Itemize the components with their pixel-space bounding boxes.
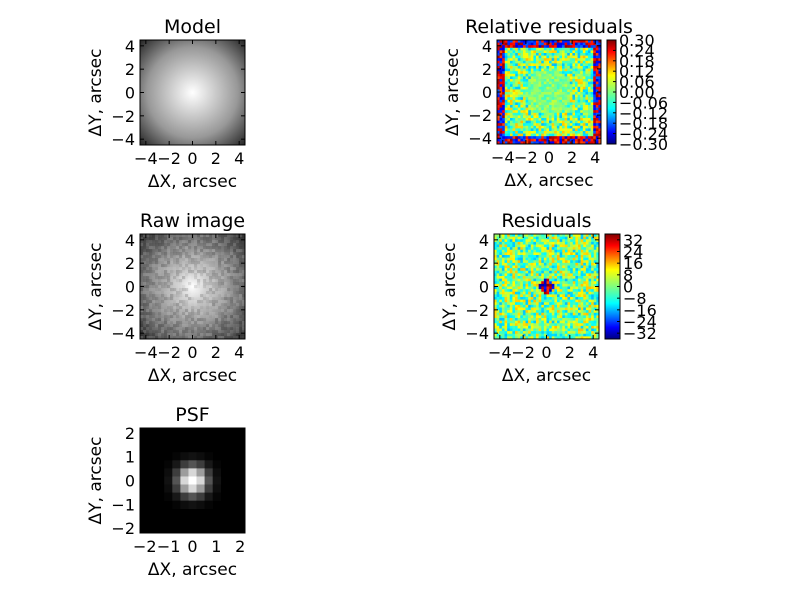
x-tick-label: 0 [187,537,197,556]
y-tick-label: −4 [111,324,135,343]
colorbar-tick-label: 16 [623,254,643,273]
y-axis-label: ΔY, arcsec [86,243,106,331]
x-tick-label: 2 [235,537,245,556]
noise [140,234,246,340]
x-tick-label: 2 [567,148,577,167]
y-tick-label: −2 [111,519,135,538]
y-tick-label: 4 [482,37,492,56]
colorbar-tick-label: −32 [623,324,657,343]
panel-title: PSF [175,404,209,426]
image [140,40,245,145]
x-tick-label: −1 [157,537,181,556]
y-tick-label: 0 [125,84,135,103]
colorbar-tick-label: 0.24 [619,41,655,60]
colorbar-tick-label: −8 [623,289,647,308]
x-tick-label: 0 [187,149,197,168]
colorbar: 0.300.240.180.120.060.00−0.06−0.12−0.18−… [606,31,668,154]
y-tick-label: −1 [111,495,135,514]
colorbar-tick-label: 24 [623,243,643,262]
colorbar-tick-label: −24 [623,313,657,332]
x-axis-label: ΔX, arcsec [504,171,593,191]
x-tick-label: 0 [187,343,197,362]
y-tick-label: 1 [125,448,135,467]
psf-image [140,428,245,533]
colorbar-tick-label: −16 [623,301,657,320]
colorbar-tick-label: −0.30 [619,135,668,154]
y-tick-label: 0 [479,278,489,297]
colorbar-tick-label: −0.12 [619,104,668,123]
x-tick-label: −2 [511,343,535,362]
x-tick-label: 4 [590,148,600,167]
colorbar-tick-label: 0.00 [619,83,655,102]
y-tick-label: 0 [482,83,492,102]
y-tick-label: −4 [111,130,135,149]
x-tick-label: 2 [565,343,575,362]
colorbar-tick-label: 0.06 [619,73,655,92]
y-tick-label: −2 [465,301,489,320]
x-tick-label: −4 [491,148,515,167]
y-tick-label: 4 [125,37,135,56]
x-axis-label: ΔX, arcsec [502,366,591,386]
y-axis-label: ΔY, arcsec [443,48,463,136]
x-tick-label: −2 [514,148,538,167]
y-tick-label: 2 [125,424,135,443]
y-axis-label: ΔY, arcsec [86,437,106,525]
x-tick-label: 0 [544,148,554,167]
y-tick-label: 2 [479,254,489,273]
x-axis-label: ΔX, arcsec [148,366,237,386]
y-axis-label: ΔY, arcsec [86,49,106,137]
y-tick-label: 2 [482,60,492,79]
x-axis-label: ΔX, arcsec [148,172,237,192]
colorbar-tick-label: 0 [623,278,633,297]
y-tick-label: −2 [468,106,492,125]
y-tick-label: −4 [465,324,489,343]
colorbar-tick-label: 0.18 [619,52,655,71]
x-tick-label: −4 [134,343,158,362]
y-tick-label: 2 [125,254,135,273]
x-tick-label: 0 [541,343,551,362]
x-tick-label: 4 [588,343,598,362]
x-tick-label: −2 [157,343,181,362]
colorbar-tick-label: −0.24 [619,125,668,144]
x-axis-label: ΔX, arcsec [148,560,237,580]
x-tick-label: −4 [134,149,158,168]
panel-title: Residuals [501,210,591,232]
colorbar-tick-label: 8 [623,266,633,285]
x-tick-label: 2 [211,343,221,362]
residual-image [494,234,600,340]
image [140,234,245,339]
x-tick-label: −2 [133,537,157,556]
colorbar-tick-label: 0.30 [619,31,655,50]
y-tick-label: −2 [111,301,135,320]
x-tick-label: 4 [234,149,244,168]
y-tick-label: 2 [125,60,135,79]
panel-title: Model [164,16,221,38]
x-tick-label: −4 [488,343,512,362]
x-tick-label: 1 [211,537,221,556]
y-axis-label: ΔY, arcsec [440,243,460,331]
x-tick-label: 2 [211,149,221,168]
colorbar-tick-label: −0.06 [619,93,668,112]
residual-image [497,40,602,145]
y-tick-label: 4 [125,231,135,250]
y-tick-label: 4 [479,231,489,250]
colorbar-tick-label: −0.18 [619,114,668,133]
colorbar-tick-label: 0.12 [619,62,655,81]
y-tick-label: −2 [111,107,135,126]
panel-title: Relative residuals [465,16,633,38]
x-tick-label: 4 [234,343,244,362]
x-tick-label: −2 [157,149,181,168]
panel-title: Raw image [140,210,245,232]
y-tick-label: −4 [468,129,492,148]
y-tick-label: 0 [125,278,135,297]
colorbar-tick-label: 32 [623,231,643,250]
y-tick-label: 0 [125,472,135,491]
